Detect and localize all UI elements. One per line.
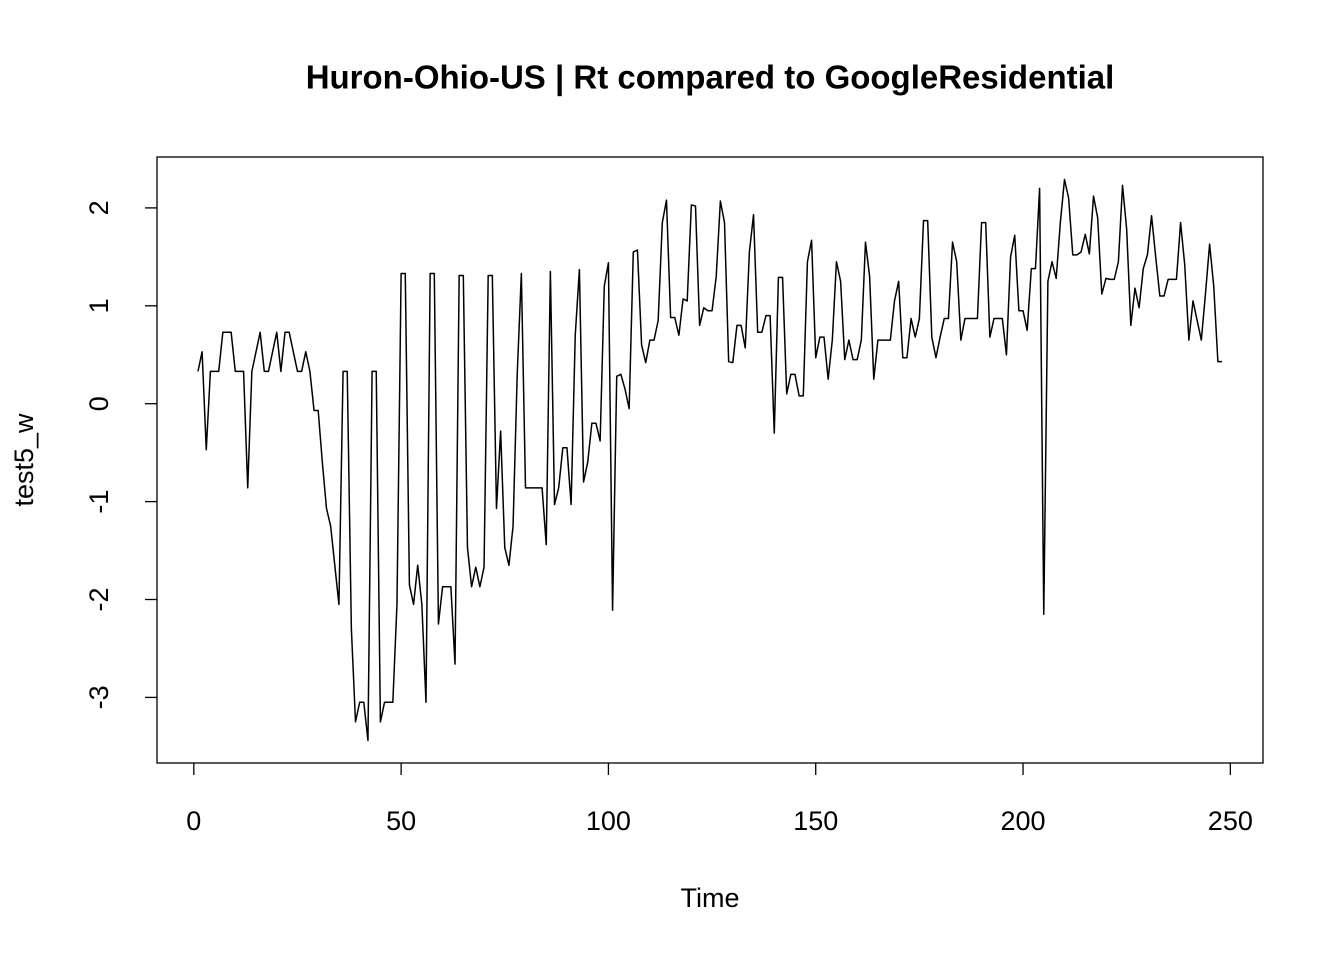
x-tick-label: 200 <box>1000 806 1045 836</box>
y-axis-label: test5_w <box>9 413 39 507</box>
y-tick-label: -1 <box>84 490 114 514</box>
x-tick-label: 50 <box>386 806 416 836</box>
y-tick-label: -3 <box>84 685 114 709</box>
x-tick-label: 100 <box>586 806 631 836</box>
y-tick-label: 2 <box>84 200 114 215</box>
x-tick-label: 150 <box>793 806 838 836</box>
y-tick-label: 1 <box>84 298 114 313</box>
x-axis-label: Time <box>681 883 740 913</box>
x-tick-label: 250 <box>1208 806 1253 836</box>
plot-box <box>156 156 1264 764</box>
y-tick-label: 0 <box>84 396 114 411</box>
x-tick-label: 0 <box>186 806 201 836</box>
data-line <box>197 178 1223 742</box>
chart-title: Huron-Ohio-US | Rt compared to GoogleRes… <box>306 59 1115 96</box>
y-tick-label: -2 <box>84 587 114 611</box>
